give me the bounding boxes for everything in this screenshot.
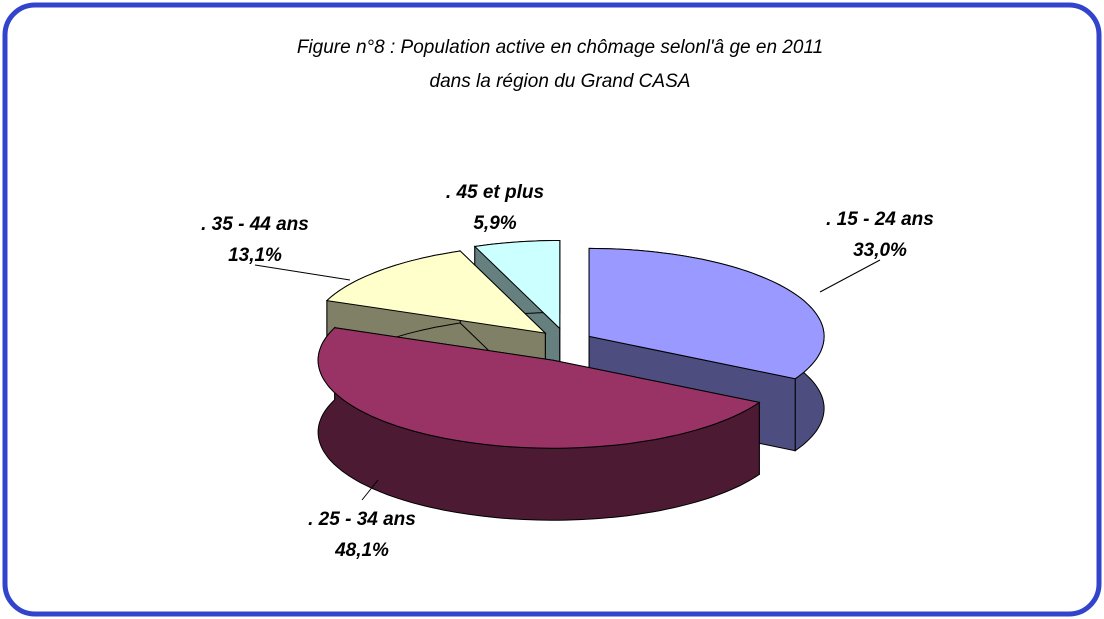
value-label: 5,9%	[473, 213, 516, 234]
slice-top	[588, 247, 825, 380]
slice-label: . 25 - 34 ans	[308, 509, 416, 530]
leader-line	[361, 479, 379, 501]
leader-line	[819, 259, 881, 293]
slice-top	[317, 327, 761, 449]
value-label: 13,1%	[228, 245, 282, 266]
slice-top	[473, 240, 561, 330]
leader-line	[254, 264, 351, 281]
slice-label: . 35 - 44 ans	[201, 214, 309, 235]
slice-label: . 45 et plus	[446, 182, 544, 203]
slice-label: . 15 - 24 ans	[826, 209, 934, 230]
chart-title: Figure n°8 : Population active en chômag…	[297, 37, 823, 58]
slice	[317, 326, 761, 521]
value-label: 48,1%	[334, 540, 389, 561]
value-label: 33,0%	[853, 240, 907, 261]
slice-top	[325, 250, 547, 334]
chart-title: dans la région du Grand CASA	[430, 71, 691, 92]
